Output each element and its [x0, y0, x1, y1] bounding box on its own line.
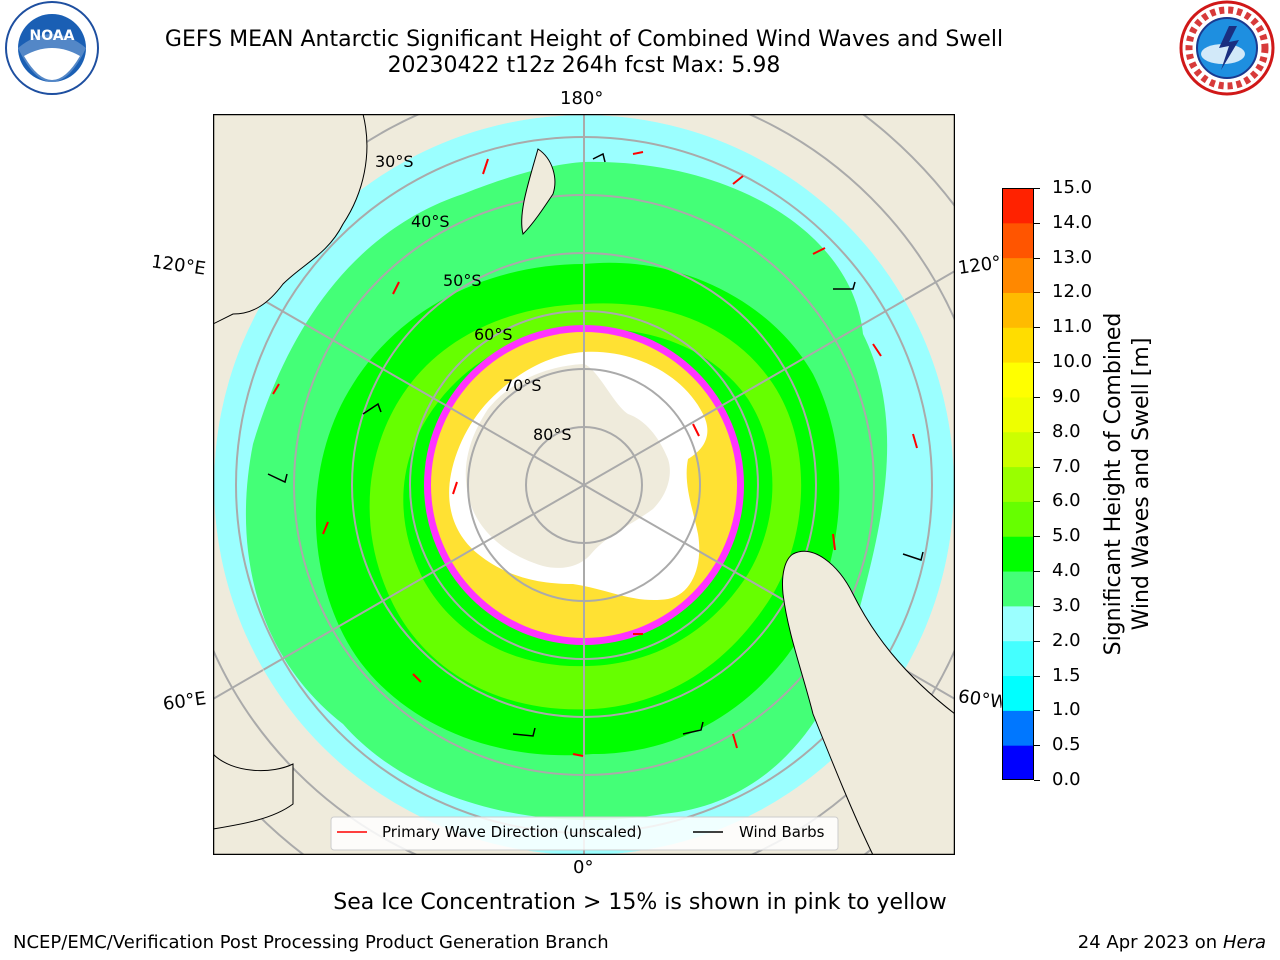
colorbar-tick-label: 0.0: [1052, 769, 1081, 790]
colorbar-tick-mark: [1034, 501, 1040, 503]
australia: [213, 114, 368, 325]
colorbar-segment: [1002, 745, 1034, 780]
colorbar-tick-mark: [1034, 257, 1040, 259]
south-america: [782, 550, 955, 855]
colorbar-tick-mark: [1034, 466, 1040, 468]
lat-label-30: 30°S: [375, 152, 414, 171]
colorbar-tick-mark: [1034, 780, 1040, 781]
colorbar-tick-label: 13.0: [1052, 246, 1093, 268]
colorbar-tick-mark: [1034, 188, 1040, 189]
colorbar-segment: [1002, 605, 1034, 642]
colorbar-tick-mark: [1034, 292, 1040, 294]
colorbar-tick-label: 0.5: [1052, 734, 1081, 756]
legend-wind-barbs-label: Wind Barbs: [739, 823, 825, 841]
legend-primary-wave-label: Primary Wave Direction (unscaled): [382, 823, 642, 841]
colorbar-tick-mark: [1034, 710, 1040, 712]
polar-map: 30°S 40°S 50°S 60°S 70°S 80°S Primary Wa…: [213, 114, 955, 855]
colorbar-tick-label: 3.0: [1052, 594, 1081, 616]
colorbar-segment: [1002, 362, 1034, 398]
colorbar-label-line2: Wind Waves and Swell [m]: [1129, 337, 1154, 631]
colorbar-segment: [1002, 292, 1034, 328]
colorbar: [1002, 188, 1034, 780]
colorbar-tick-mark: [1034, 362, 1040, 364]
lat-label-60: 60°S: [474, 325, 513, 344]
colorbar-tick-mark: [1034, 640, 1040, 642]
colorbar-tick-label: 15.0: [1052, 177, 1093, 198]
lat-label-50: 50°S: [443, 271, 482, 290]
lon-label-120e: 120°E: [149, 251, 207, 280]
lat-label-80: 80°S: [533, 425, 572, 444]
antarctica-land: [465, 364, 670, 568]
colorbar-tick-label: 6.0: [1052, 490, 1081, 512]
colorbar-segment: [1002, 640, 1034, 677]
colorbar-tick-mark: [1034, 536, 1040, 538]
lat-label-40: 40°S: [411, 212, 450, 231]
sea-ice-note: Sea Ice Concentration > 15% is shown in …: [333, 890, 947, 915]
footer-credit: NCEP/EMC/Verification Post Processing Pr…: [13, 932, 609, 953]
lat-label-70: 70°S: [503, 376, 542, 395]
colorbar-tick-label: 2.0: [1052, 629, 1081, 651]
colorbar-segment: [1002, 571, 1034, 607]
colorbar-segment: [1002, 431, 1034, 468]
lon-label-60e: 60°E: [161, 688, 208, 715]
lon-label-0: 0°: [573, 857, 594, 878]
colorbar-segment: [1002, 710, 1034, 746]
africa: [213, 753, 294, 830]
colorbar-tick-label: 9.0: [1052, 385, 1081, 407]
colorbar-segment: [1002, 396, 1034, 433]
nws-logo: [1179, 0, 1275, 96]
colorbar-tick-mark: [1034, 327, 1040, 329]
lon-label-180: 180°: [560, 88, 604, 109]
chart-title: GEFS MEAN Antarctic Significant Height o…: [164, 27, 1004, 52]
colorbar-tick-mark: [1034, 571, 1040, 573]
colorbar-tick-label: 4.0: [1052, 560, 1081, 582]
colorbar-segment: [1002, 501, 1034, 537]
lon-label-120w: 120°W: [956, 253, 1004, 279]
colorbar-tick-label: 11.0: [1052, 316, 1093, 338]
colorbar-tick-mark: [1034, 396, 1040, 398]
chart-subtitle: 20230422 t12z 264h fcst Max: 5.98: [387, 53, 781, 78]
colorbar-tick-label: 1.5: [1052, 664, 1081, 686]
lon-label-60w: 60°W: [956, 687, 1004, 713]
map-legend: [330, 816, 839, 851]
colorbar-tick-label: 1.0: [1052, 699, 1081, 721]
colorbar-tick-label: 7.0: [1052, 455, 1081, 477]
colorbar-segment: [1002, 188, 1034, 224]
new-zealand: [521, 148, 556, 235]
colorbar-segment: [1002, 536, 1034, 572]
svg-text:NOAA: NOAA: [30, 28, 75, 44]
colorbar-label-line1: Significant Height of Combined: [1101, 312, 1126, 656]
noaa-logo: NOAA: [5, 1, 99, 95]
colorbar-tick-label: 10.0: [1052, 351, 1093, 373]
footer-date: 24 Apr 2023 on Hera: [1078, 932, 1266, 953]
colorbar-tick-label: 8.0: [1052, 420, 1081, 442]
colorbar-tick-mark: [1034, 605, 1040, 607]
colorbar-tick-label: 12.0: [1052, 281, 1093, 303]
colorbar-tick-mark: [1034, 675, 1040, 677]
footer-date-text: 24 Apr 2023 on: [1077, 932, 1223, 953]
wave-arrows: [272, 151, 918, 757]
wind-barbs: [267, 152, 924, 737]
colorbar-segment: [1002, 222, 1034, 259]
colorbar-segment: [1002, 675, 1034, 711]
colorbar-segment: [1002, 327, 1034, 363]
colorbar-tick-label: 5.0: [1052, 525, 1081, 547]
colorbar-segment: [1002, 257, 1034, 293]
colorbar-tick-mark: [1034, 745, 1040, 747]
colorbar-tick-label: 14.0: [1052, 211, 1093, 233]
colorbar-segment: [1002, 466, 1034, 502]
colorbar-tick-mark: [1034, 431, 1040, 433]
footer-host: Hera: [1222, 932, 1266, 953]
colorbar-tick-mark: [1034, 222, 1040, 224]
